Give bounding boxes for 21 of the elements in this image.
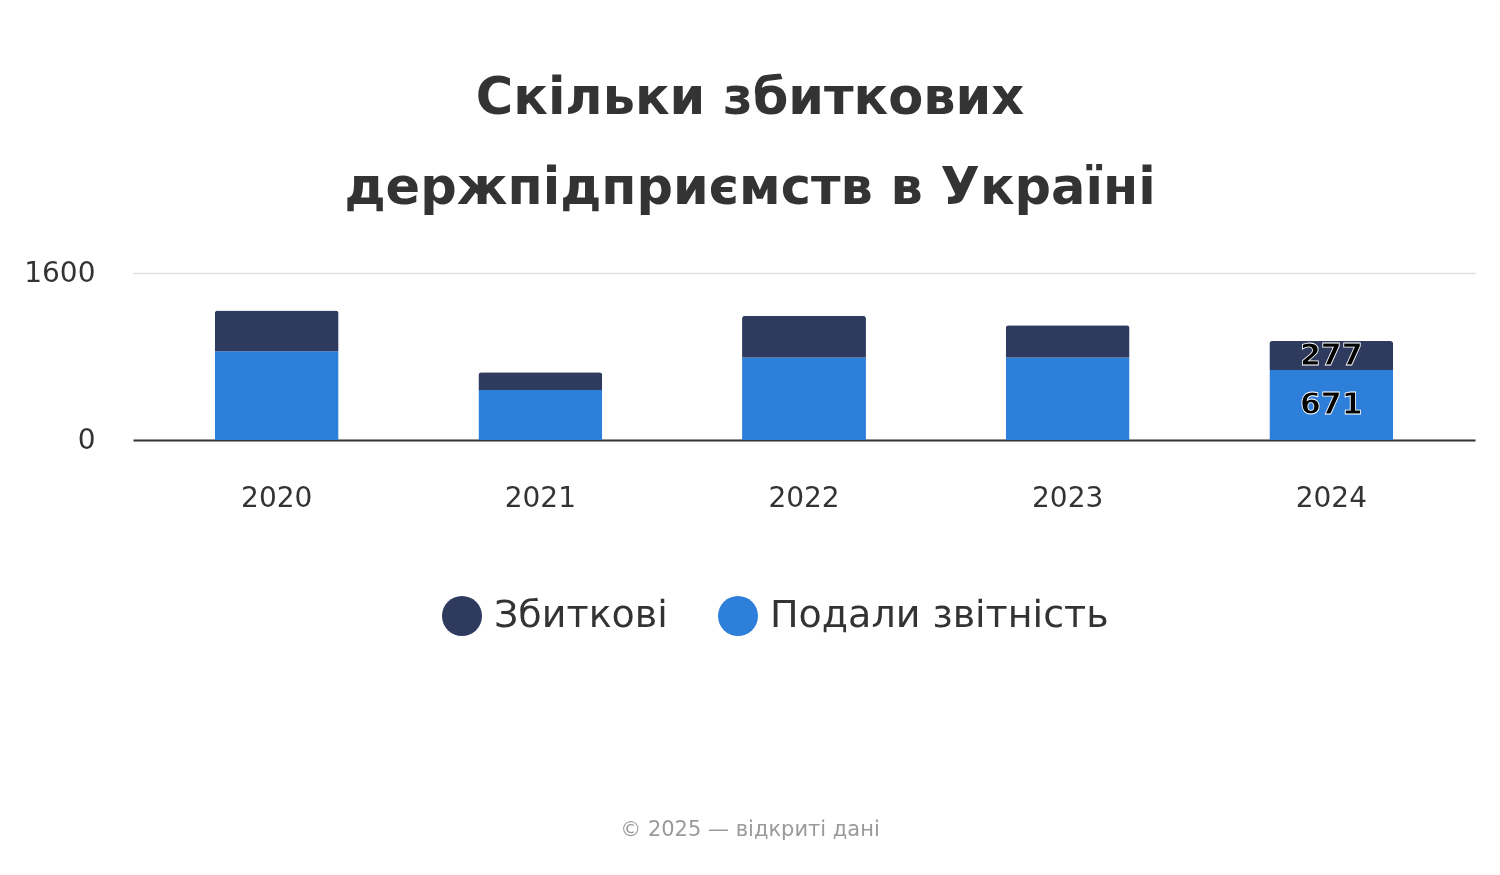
chart-title: Скільки збиткових держпідприємств в Україні (344, 67, 1156, 216)
bar (1005, 357, 1130, 440)
legend-label: Збиткові (494, 592, 668, 636)
x-tick-label: 2024 (1295, 480, 1367, 514)
x-tick-label: 2021 (504, 480, 576, 514)
bar (214, 351, 339, 440)
x-tick-label: 2023 (1032, 480, 1104, 514)
y-tick-label: 1600 (24, 255, 96, 289)
legend-label: Подали звітність (770, 592, 1109, 636)
bar (478, 372, 603, 390)
x-tick-label: 2022 (768, 480, 840, 514)
bar (214, 310, 339, 352)
bar (742, 315, 866, 358)
x-tick-label: 2020 (241, 480, 313, 514)
bar (1005, 325, 1130, 358)
y-tick-label: 0 (77, 422, 96, 456)
text: © 2025 — відкриті дані (620, 817, 880, 841)
bar (478, 389, 603, 440)
bar (742, 357, 866, 440)
data-label: 671 (1300, 385, 1363, 421)
data-label: 277 (1300, 336, 1363, 372)
